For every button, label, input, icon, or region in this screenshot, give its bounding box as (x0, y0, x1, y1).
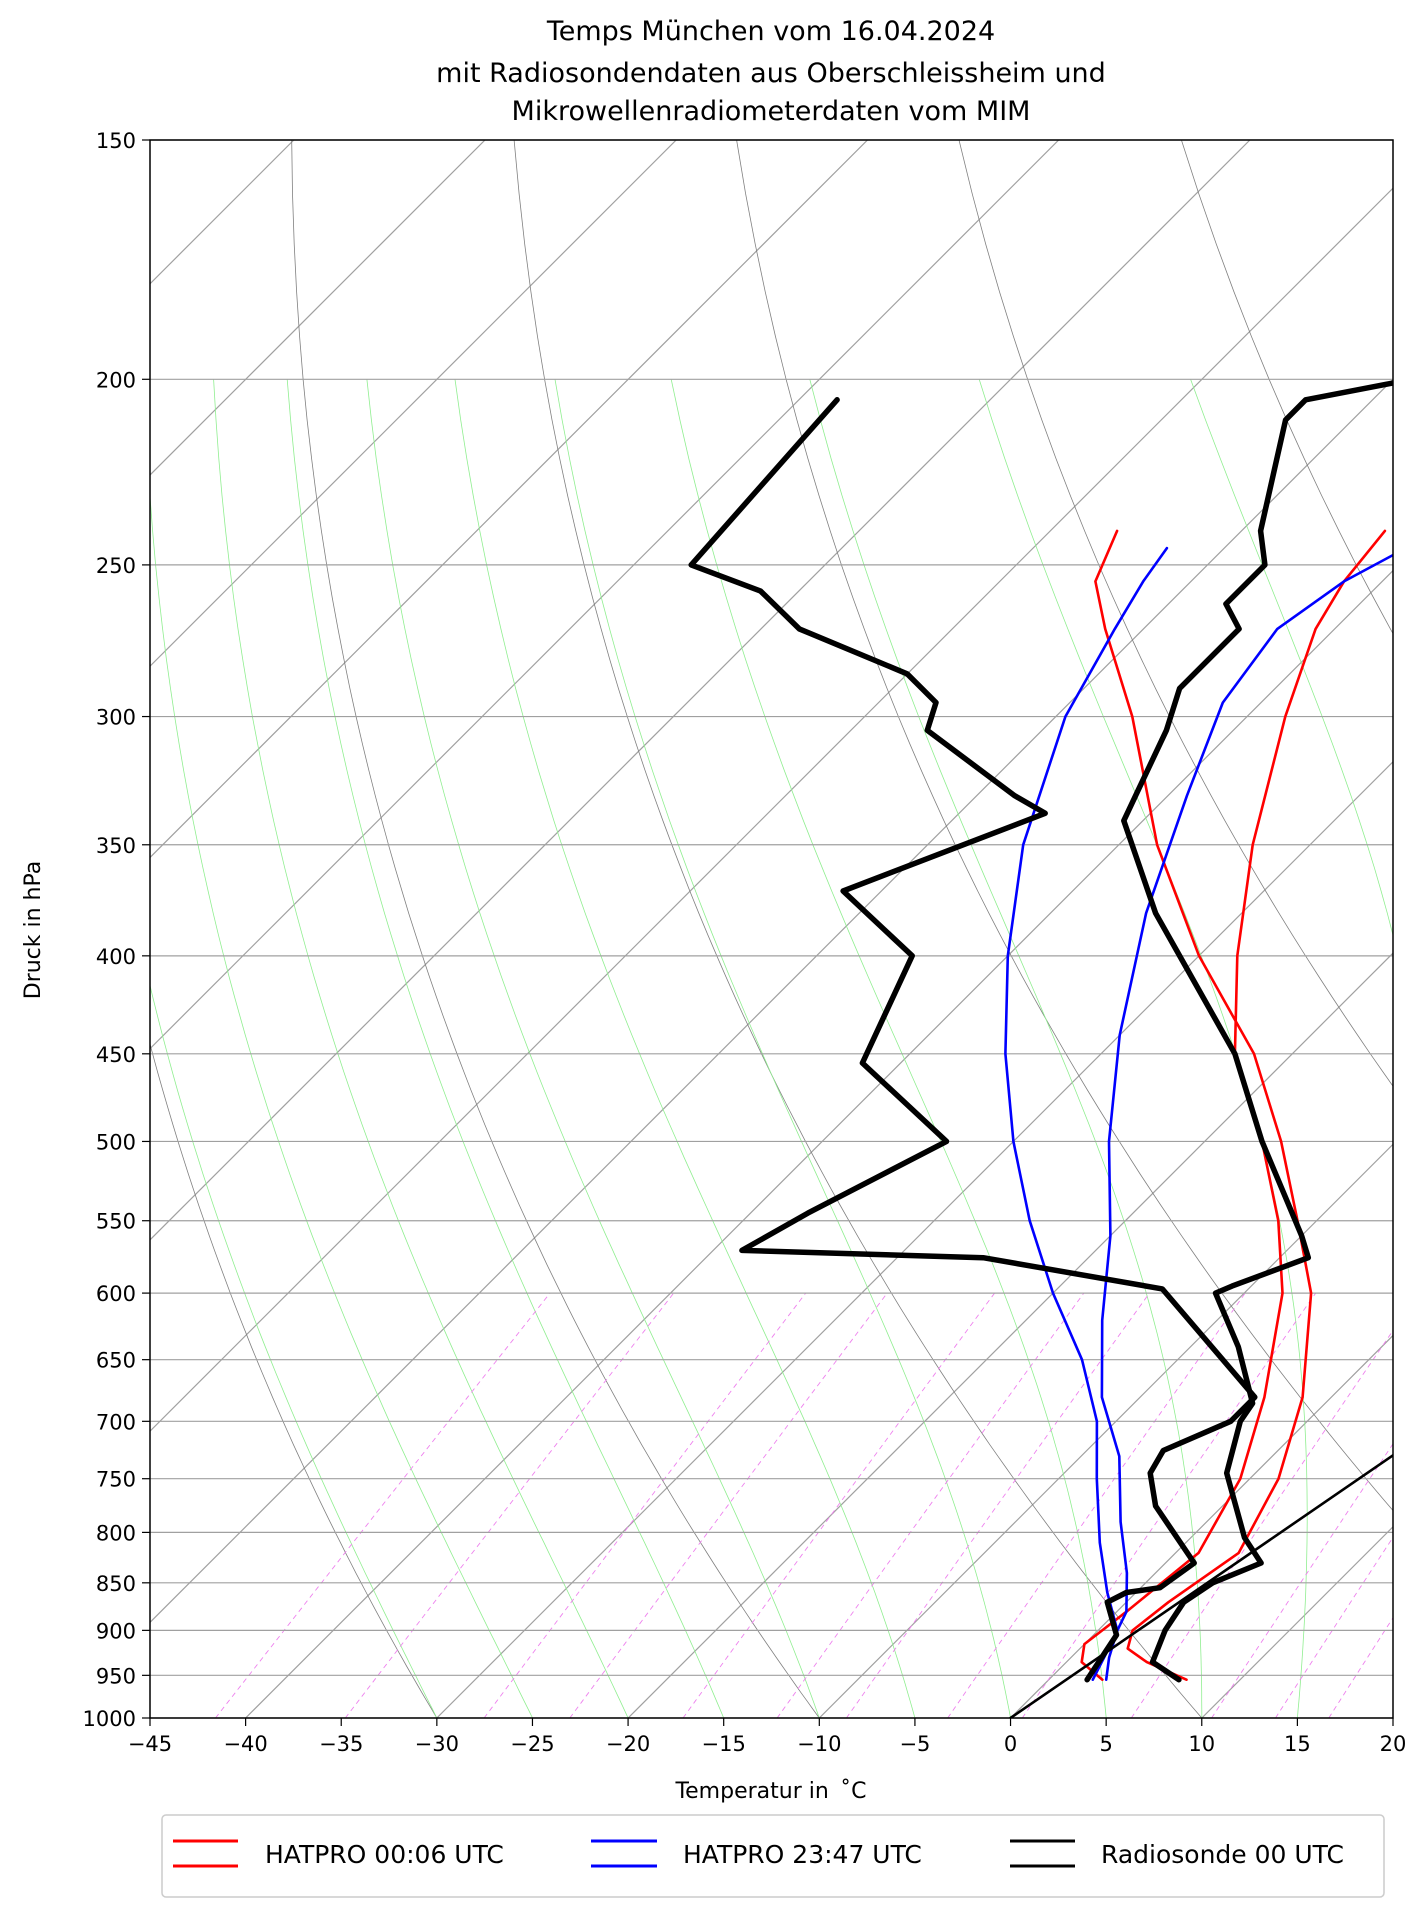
isotherm-line (150, 140, 1060, 1050)
y-tick-label: 150 (96, 129, 136, 153)
y-tick-label: 600 (96, 1282, 136, 1306)
isotherm-line (627, 952, 1393, 1718)
dry-adiabat-line (736, 140, 1393, 1512)
y-tick-label: 450 (96, 1043, 136, 1067)
x-tick-label: 20 (1380, 1732, 1407, 1756)
pressure-gridlines (150, 139, 1393, 1719)
x-tick-label: −40 (223, 1732, 267, 1756)
legend-label-hatpro-0006: HATPRO 00:06 UTC (265, 1840, 504, 1869)
moist-adiabat-line (1190, 379, 1393, 1718)
dry-adiabat-line (291, 140, 820, 1718)
isotherm-line (150, 187, 1393, 1433)
legend-label-hatpro-2347: HATPRO 23:47 UTC (683, 1840, 922, 1869)
legend: HATPRO 00:06 UTC HATPRO 23:47 UTC Radios… (161, 1814, 1385, 1898)
x-tick-label: −35 (319, 1732, 363, 1756)
dry-adiabat-line (150, 1042, 438, 1718)
x-axis-ticks: −45 −40 −35 −30 −25 −20 −15 −10 −5 0 5 10 15 20 (128, 1718, 1407, 1756)
legend-box (161, 1814, 1385, 1898)
x-tick-label: −25 (510, 1732, 554, 1756)
dry-adiabat-line (958, 140, 1393, 1087)
mixing-ratio-line (1130, 1329, 1393, 1718)
y-tick-label: 800 (96, 1521, 136, 1545)
x-tick-label: −5 (899, 1732, 930, 1756)
chart-title-line-3: Mikrowellenradiometerdaten vom MIM (512, 96, 1031, 127)
data-series (688, 380, 1393, 1718)
y-axis-ticks: 1000 950 900 850 800 750 700 650 600 550 500 450 400… (83, 129, 150, 1731)
isotherm-line (150, 378, 1393, 1624)
y-tick-label: 950 (96, 1664, 136, 1688)
x-tick-label: −20 (606, 1732, 650, 1756)
isotherm-line (150, 140, 486, 476)
y-tick-label: 350 (96, 834, 136, 858)
radiosonde-00-utc-dewpoint-line (688, 397, 1258, 1683)
x-tick-label: −10 (797, 1732, 841, 1756)
isotherm-line (150, 140, 868, 859)
radiosonde-00-utc-parcel-line (1009, 1453, 1393, 1718)
y-tick-label: 1000 (83, 1707, 136, 1731)
chart-title-line-1: Temps München vom 16.04.2024 (546, 16, 995, 47)
y-axis-label: Druck in hPa (21, 861, 46, 1000)
y-tick-label: 850 (96, 1572, 136, 1596)
x-tick-label: −15 (702, 1732, 746, 1756)
isotherm-line (818, 1143, 1393, 1718)
x-axis-label: Temperatur in ˚C (674, 1779, 866, 1804)
x-tick-label: 10 (1188, 1732, 1215, 1756)
y-tick-label: 700 (96, 1410, 136, 1434)
y-tick-label: 400 (96, 945, 136, 969)
dry-adiabat-line (513, 140, 1203, 1718)
isotherm-line (150, 140, 677, 668)
y-tick-label: 900 (96, 1619, 136, 1643)
plot-frame (149, 139, 1394, 1719)
y-tick-label: 300 (96, 706, 136, 730)
y-tick-label: 200 (96, 368, 136, 392)
hatpro-23-47-utc-dewpoint-line (1091, 553, 1393, 1681)
x-tick-label: 15 (1284, 1732, 1311, 1756)
x-tick-label: 5 (1099, 1732, 1112, 1756)
chart-title-line-2: mit Radiosondendaten aus Oberschleisshei… (436, 58, 1106, 89)
y-tick-label: 550 (96, 1210, 136, 1234)
x-tick-label: 0 (1004, 1732, 1017, 1756)
isotherm-line (1010, 1334, 1393, 1718)
isotherm-line (245, 569, 1393, 1718)
y-tick-label: 500 (96, 1130, 136, 1154)
x-tick-label: −45 (128, 1732, 172, 1756)
x-tick-label: −30 (415, 1732, 459, 1756)
legend-label-radiosonde: Radiosonde 00 UTC (1101, 1840, 1344, 1869)
y-tick-label: 750 (96, 1468, 136, 1492)
y-tick-label: 650 (96, 1349, 136, 1373)
isotherm-line (436, 760, 1393, 1718)
y-tick-label: 250 (96, 554, 136, 578)
radiosonde-00-utc-temperature-line (1121, 380, 1393, 1683)
